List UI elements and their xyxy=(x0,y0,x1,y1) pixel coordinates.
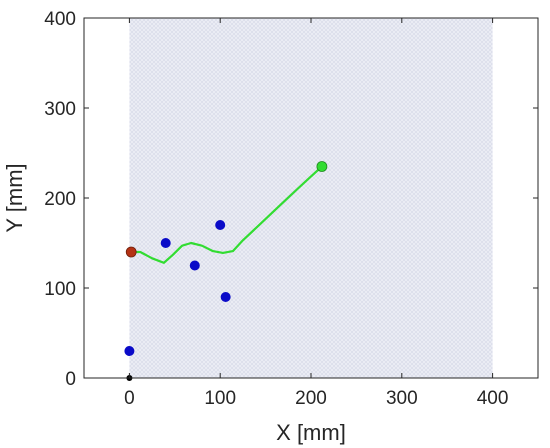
obstacle-point-2 xyxy=(160,238,171,248)
goal-point xyxy=(316,161,328,172)
y-axis-title: Y [mm] xyxy=(2,163,27,232)
plot-background xyxy=(129,18,493,378)
x-tick-label-300: 300 xyxy=(386,388,418,409)
y-tick-label-300: 300 xyxy=(44,99,76,120)
x-tick-label-100: 100 xyxy=(204,388,236,409)
obstacle-point-4 xyxy=(215,220,226,230)
y-tick-label-400: 400 xyxy=(44,9,76,30)
planned-path xyxy=(131,165,323,264)
y-tick-label-0: 0 xyxy=(65,369,76,390)
obstacle-point-1 xyxy=(124,346,135,356)
x-tick-label-200: 200 xyxy=(295,388,327,409)
x-tick-label-400: 400 xyxy=(477,388,509,409)
plot-data xyxy=(124,161,328,381)
x-tick-label-0: 0 xyxy=(124,388,135,409)
plot-axes: 0 100 200 300 400 0 100 200 300 400 xyxy=(44,9,539,409)
start-point xyxy=(125,246,137,258)
y-tick-label-200: 200 xyxy=(44,189,76,210)
y-tick-label-100: 100 xyxy=(44,279,76,300)
obstacle-point-5 xyxy=(220,292,231,302)
obstacle-point-3 xyxy=(189,260,200,271)
x-axis-title: X [mm] xyxy=(276,420,346,445)
workspace-region xyxy=(129,18,493,378)
